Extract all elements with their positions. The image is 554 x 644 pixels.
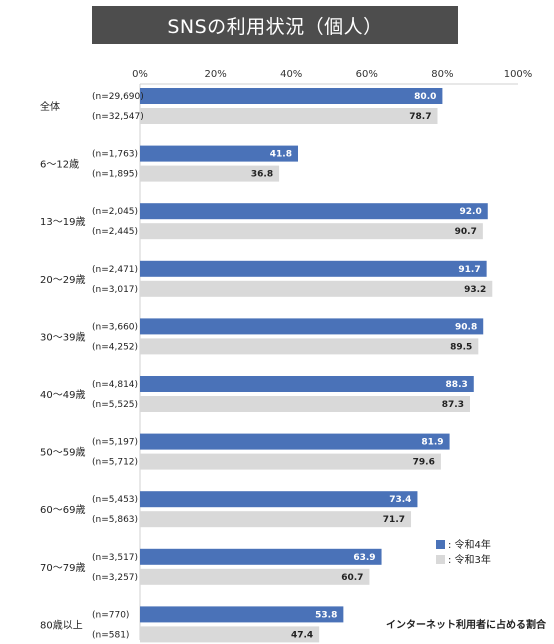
bar: [140, 548, 382, 565]
x-tick-label: 20%: [204, 69, 226, 80]
bar: [140, 511, 412, 528]
sample-size-label: (n=32,547): [92, 112, 144, 122]
category-label: 40～49歳: [40, 389, 85, 401]
bar: [140, 453, 441, 470]
data-label: 73.4: [389, 495, 411, 505]
bar: [140, 606, 344, 623]
bar: [140, 318, 484, 335]
bar: [140, 280, 493, 297]
data-label: 89.5: [450, 342, 472, 352]
data-label: 88.3: [446, 380, 468, 390]
bar: [140, 338, 479, 355]
data-label: 90.7: [455, 227, 477, 237]
category-label: 全体: [40, 100, 60, 113]
data-label: 53.8: [315, 610, 337, 620]
x-tick-label: 40%: [280, 69, 302, 80]
data-label: 91.7: [458, 265, 480, 275]
bar: [140, 108, 438, 124]
bar: [140, 223, 483, 240]
bar: [140, 88, 443, 104]
bar: [140, 396, 470, 412]
data-label: 47.4: [291, 630, 313, 640]
data-label: 87.3: [442, 400, 464, 410]
bar: [140, 626, 320, 643]
bar: [140, 376, 474, 392]
sample-size-label: (n=770): [92, 610, 129, 620]
bar: [140, 145, 299, 162]
category-label: 6～12歳: [40, 159, 79, 171]
data-label: 90.8: [455, 322, 477, 332]
legend-label: : 令和4年: [448, 538, 491, 551]
category-label: 30～39歳: [40, 331, 85, 343]
sample-size-label: (n=4,814): [92, 380, 138, 390]
data-label: 78.7: [409, 112, 431, 122]
data-label: 36.8: [251, 170, 273, 180]
x-tick-label: 100%: [504, 69, 533, 80]
sample-size-label: (n=5,525): [92, 400, 138, 410]
data-label: 41.8: [270, 150, 292, 160]
sample-size-label: (n=2,471): [92, 265, 138, 275]
bar: [140, 165, 280, 182]
bar: [140, 568, 370, 585]
x-tick-label: 0%: [132, 69, 148, 80]
bar: [140, 491, 418, 508]
data-label: 80.0: [414, 92, 436, 102]
legend-swatch: [436, 540, 445, 549]
category-label: 80歳以上: [40, 619, 83, 631]
sample-size-label: (n=2,445): [92, 227, 138, 237]
sample-size-label: (n=5,863): [92, 515, 138, 525]
bar: [140, 433, 450, 450]
data-label: 60.7: [341, 573, 363, 583]
category-label: 13～19歳: [40, 216, 85, 228]
legend-swatch: [436, 555, 445, 564]
category-label: 60～69歳: [40, 504, 85, 516]
sample-size-label: (n=5,712): [92, 458, 138, 468]
data-label: 63.9: [353, 553, 375, 563]
sample-size-label: (n=3,660): [92, 322, 138, 332]
sample-size-label: (n=5,197): [92, 438, 138, 448]
data-label: 79.6: [413, 458, 435, 468]
sample-size-label: (n=3,517): [92, 553, 138, 563]
sample-size-label: (n=581): [92, 630, 129, 640]
chart-title: SNSの利用状況（個人）: [92, 6, 458, 44]
bar: [140, 260, 487, 277]
category-label: 70～79歳: [40, 562, 85, 574]
x-tick-label: 60%: [356, 69, 378, 80]
sample-size-label: (n=2,045): [92, 207, 138, 217]
sample-size-label: (n=3,017): [92, 285, 138, 295]
legend-label: : 令和3年: [448, 553, 491, 566]
category-label: 50～59歳: [40, 447, 85, 459]
sample-size-label: (n=4,252): [92, 342, 138, 352]
data-label: 92.0: [460, 207, 482, 217]
x-tick-label: 80%: [431, 69, 453, 80]
data-label: 71.7: [383, 515, 405, 525]
bar: [140, 203, 488, 220]
chart-note: インターネット利用者に占める割合: [386, 618, 547, 631]
data-label: 81.9: [421, 438, 443, 448]
sample-size-label: (n=29,690): [92, 92, 144, 102]
sample-size-label: (n=1,763): [92, 150, 138, 160]
sample-size-label: (n=1,895): [92, 170, 138, 180]
sample-size-label: (n=3,257): [92, 573, 138, 583]
sample-size-label: (n=5,453): [92, 495, 138, 505]
data-label: 93.2: [464, 285, 486, 295]
category-label: 20～29歳: [40, 274, 85, 286]
